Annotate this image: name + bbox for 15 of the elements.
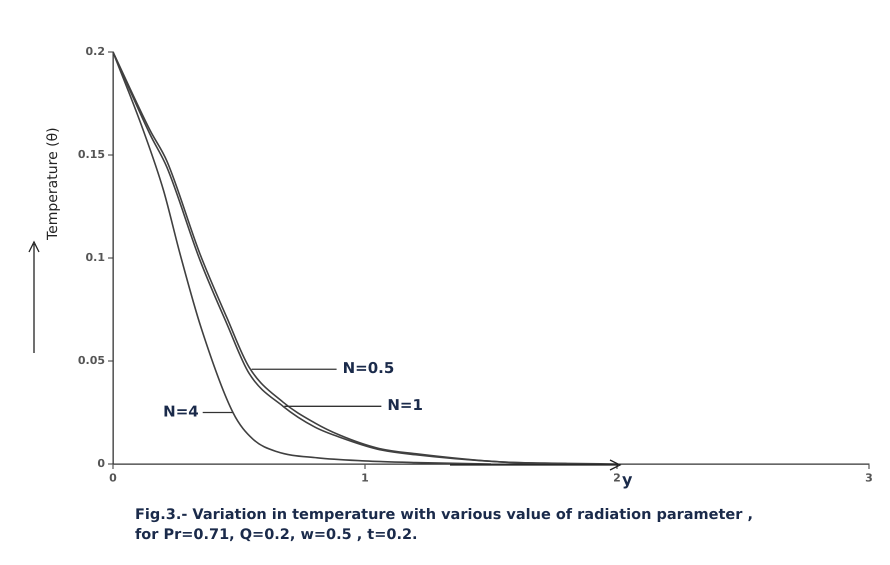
x-tick-label: 1 <box>361 471 369 484</box>
y-tick-label: 0.1 <box>86 250 105 264</box>
annotation: N=0.5 <box>342 359 394 378</box>
x-tick-label: 0 <box>109 471 118 484</box>
text: Fig.3.- Variation in temperature with various value of radiation parameter , for Pr=0.71, Q=0.2, w=0.5 , t=0.2. <box>135 506 754 545</box>
y-tick-label: 0.15 <box>78 148 105 161</box>
y-tick-label: 0 <box>97 456 106 470</box>
annotation: N=1 <box>387 396 423 414</box>
x-tick-label: 2 <box>613 471 621 484</box>
x-axis-title: y <box>622 470 632 489</box>
y-tick-label: 0.2 <box>86 44 105 58</box>
annotation: N=4 <box>163 402 199 420</box>
y-tick-label: 0.05 <box>78 354 105 367</box>
x-tick-label: 3 <box>865 471 873 484</box>
y-axis-title: Temperature (θ) <box>45 127 61 240</box>
